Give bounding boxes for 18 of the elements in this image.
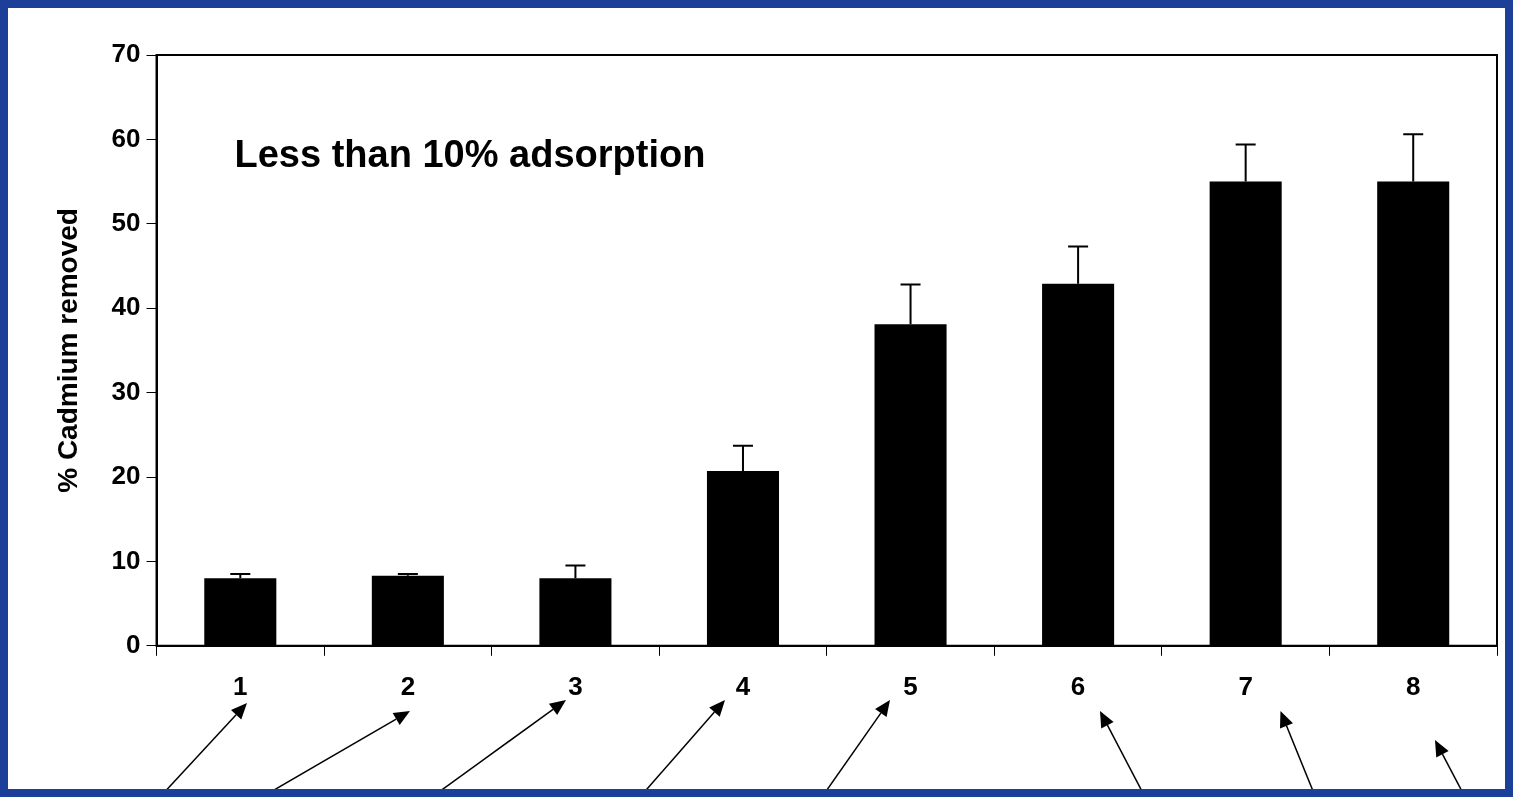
y-tick-label: 70 [111, 38, 141, 69]
x-tick-label: 8 [1405, 670, 1421, 701]
x-tick-label: 4 [735, 670, 751, 701]
y-tick-label: 60 [111, 122, 141, 153]
y-axis-title: % Cadmium removed [51, 208, 83, 493]
y-tick-label: 10 [111, 544, 141, 575]
x-tick-label: 5 [903, 670, 918, 701]
x-tick-label: 6 [1070, 670, 1086, 701]
x-tick-label: 7 [1238, 670, 1253, 701]
x-tick-label: 1 [233, 670, 248, 701]
x-tick-label: 3 [568, 670, 583, 701]
annotation: Less than 10% adsorption [234, 133, 706, 175]
x-tick-label: 2 [400, 670, 416, 701]
y-tick-label: 0 [126, 628, 141, 659]
y-tick-label: 20 [111, 460, 141, 491]
y-tick-label: 30 [111, 375, 141, 406]
y-tick-label: 50 [111, 206, 141, 237]
y-tick-label: 40 [111, 291, 141, 322]
